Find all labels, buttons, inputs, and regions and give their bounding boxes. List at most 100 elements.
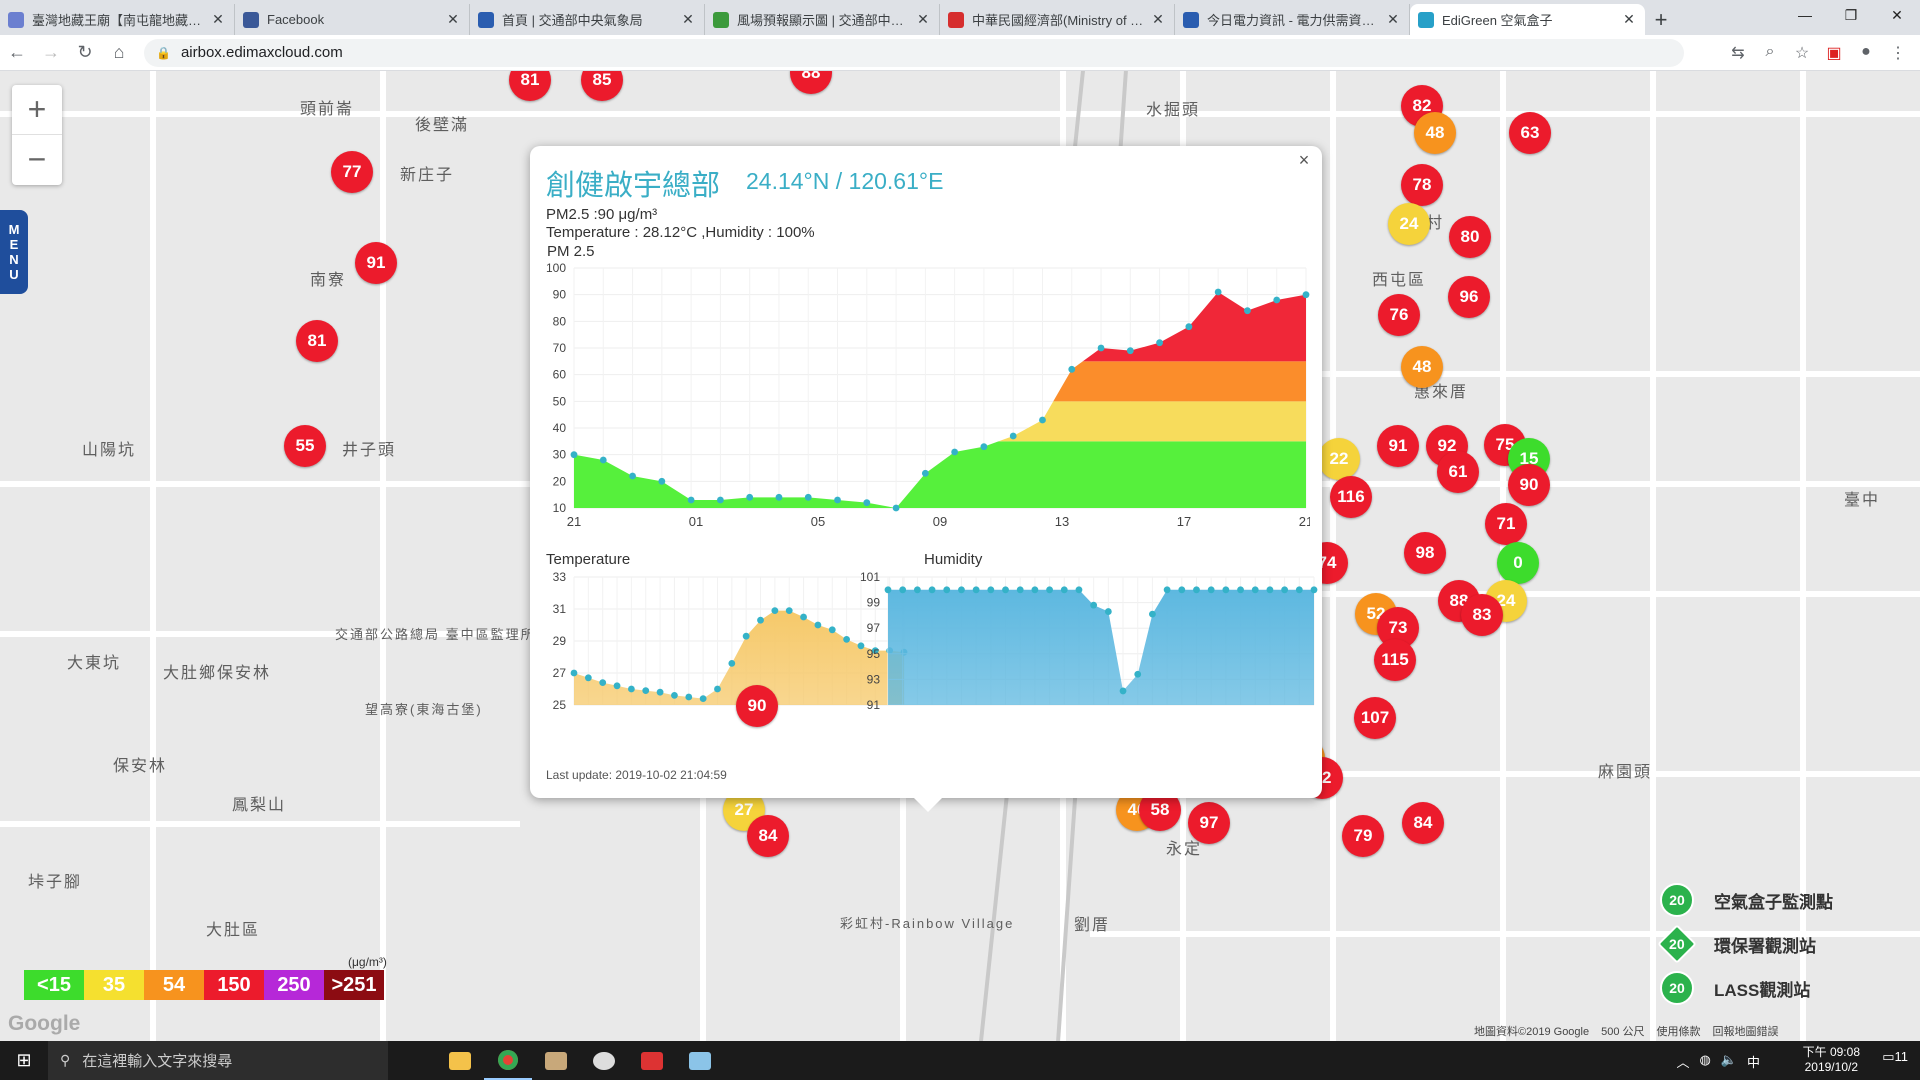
data-point (1156, 339, 1163, 347)
bookmark-star-icon[interactable]: ☆ (1794, 44, 1810, 62)
sensor-marker[interactable]: 61 (1437, 451, 1479, 493)
x-tick-label: 17 (1177, 514, 1191, 529)
tab-close-icon[interactable]: ✕ (1623, 11, 1635, 27)
forward-icon[interactable]: → (42, 42, 60, 62)
clock-date: 2019/10/2 (1804, 1060, 1858, 1074)
browser-tab[interactable]: Facebook ✕ (235, 4, 470, 35)
app-icon-3[interactable] (628, 1041, 676, 1080)
tab-close-icon[interactable]: ✕ (682, 11, 694, 27)
sensor-marker[interactable]: 85 (581, 71, 623, 101)
zoom-in-button[interactable]: + (12, 85, 62, 135)
map-place-label: 後壁滿 (415, 117, 470, 134)
restore-icon[interactable]: ❐ (1844, 7, 1858, 23)
close-window-icon[interactable]: ✕ (1891, 7, 1903, 23)
sensor-marker[interactable]: 88 (790, 71, 832, 94)
extension-icon[interactable]: ▣ (1826, 44, 1842, 62)
app-icon-4[interactable] (676, 1041, 724, 1080)
file-explorer-icon[interactable] (436, 1041, 484, 1080)
x-tick-label: 01 (689, 514, 703, 529)
profile-icon[interactable]: ● (1861, 42, 1871, 60)
selected-sensor-marker[interactable]: 90 (736, 685, 778, 727)
sensor-marker[interactable]: 77 (331, 151, 373, 193)
sensor-marker[interactable]: 63 (1509, 112, 1551, 154)
sensor-marker[interactable]: 80 (1449, 216, 1491, 258)
station-type-row[interactable]: 20 空氣盒子監測點 (1660, 878, 1833, 922)
y-tick-label: 10 (553, 501, 567, 515)
chrome-menu-icon[interactable]: ⋮ (1890, 44, 1906, 62)
browser-tab[interactable]: 臺灣地藏王廟【南屯龍地藏王廟】 ✕ (0, 4, 235, 35)
sensor-marker[interactable]: 48 (1414, 112, 1456, 154)
station-type-row[interactable]: 20 LASS觀測站 (1660, 966, 1833, 1010)
browser-tab[interactable]: 首頁 | 交通部中央氣象局 ✕ (470, 4, 705, 35)
attribution-item[interactable]: 使用條款 (1656, 1026, 1701, 1038)
map-road (150, 71, 156, 1041)
sensor-marker[interactable]: 115 (1374, 639, 1416, 681)
sensor-marker[interactable]: 84 (1402, 802, 1444, 844)
tab-close-icon[interactable]: ✕ (1387, 11, 1399, 27)
new-tab-button[interactable]: + (1654, 6, 1668, 32)
tab-close-icon[interactable]: ✕ (917, 11, 929, 27)
sensor-marker[interactable]: 0 (1497, 542, 1539, 584)
tray-chevron-icon[interactable]: ︿ (1676, 1055, 1690, 1070)
chrome-taskbar-icon[interactable] (484, 1041, 532, 1080)
data-point (1237, 586, 1244, 594)
address-bar[interactable]: 🔒 airbox.edimaxcloud.com (144, 38, 1684, 67)
sensor-marker[interactable]: 24 (1388, 203, 1430, 245)
tab-close-icon[interactable]: ✕ (212, 11, 224, 27)
y-tick-label: 31 (553, 602, 567, 616)
zoom-out-button[interactable]: − (27, 141, 47, 177)
browser-tab[interactable]: EdiGreen 空氣盒子 ✕ (1410, 4, 1645, 35)
translate-icon[interactable]: ⇆ (1731, 44, 1745, 62)
map-place-label: 望高寮(東海古堡) (365, 702, 483, 717)
sensor-marker[interactable]: 90 (1508, 464, 1550, 506)
sensor-marker[interactable]: 48 (1401, 346, 1443, 388)
sensor-marker[interactable]: 22 (1318, 438, 1360, 480)
sensor-marker[interactable]: 107 (1354, 697, 1396, 739)
browser-tab[interactable]: 風場預報顯示圖 | 交通部中央氣象局✕ (705, 4, 940, 35)
data-point (1163, 586, 1171, 594)
tab-close-icon[interactable]: ✕ (447, 11, 459, 27)
sensor-marker[interactable]: 84 (747, 815, 789, 857)
popup-close-button[interactable]: × (1298, 150, 1310, 170)
windows-start-icon[interactable]: ⊞ (16, 1050, 32, 1070)
back-icon[interactable]: ← (8, 42, 26, 62)
network-icon[interactable]: ◍ (1699, 1052, 1711, 1067)
home-icon[interactable]: ⌂ (113, 42, 125, 62)
sensor-marker[interactable]: 76 (1378, 294, 1420, 336)
map-place-label: 永定 (1166, 841, 1203, 858)
tab-close-icon[interactable]: ✕ (1152, 11, 1164, 27)
sensor-marker[interactable]: 81 (509, 71, 551, 101)
browser-tab[interactable]: 中華民國經濟部(Ministry of Economic Affairs)✕ (940, 4, 1175, 35)
sensor-marker[interactable]: 55 (284, 425, 326, 467)
attribution-item[interactable]: 回報地圖錯誤 (1712, 1026, 1779, 1038)
sensor-marker[interactable]: 91 (1377, 425, 1419, 467)
ime-indicator[interactable]: 中 (1746, 1055, 1760, 1070)
sensor-marker[interactable]: 81 (296, 320, 338, 362)
zoom-icon[interactable]: ⌕ (1765, 42, 1775, 60)
sensor-marker[interactable]: 98 (1404, 532, 1446, 574)
sensor-marker[interactable]: 78 (1401, 164, 1443, 206)
sensor-marker[interactable]: 116 (1330, 476, 1372, 518)
data-point (771, 607, 779, 614)
map-road (0, 111, 1920, 117)
map-place-label: 惠來厝 (1414, 384, 1469, 401)
taskbar-search-box[interactable]: ⚲ 在這裡輸入文字來搜尋 (48, 1041, 388, 1080)
sensor-marker[interactable]: 79 (1342, 815, 1384, 857)
volume-icon[interactable]: 🔈 (1720, 1052, 1737, 1067)
data-point (746, 493, 754, 501)
sensor-marker[interactable]: 83 (1461, 594, 1503, 636)
notification-icon[interactable]: ▭11 (1882, 1049, 1908, 1064)
sensor-marker[interactable]: 96 (1448, 276, 1490, 318)
app-icon-2[interactable] (580, 1041, 628, 1080)
reload-icon[interactable]: ↻ (77, 42, 93, 62)
minimize-icon[interactable]: — (1798, 7, 1812, 23)
data-point (1281, 586, 1289, 594)
station-type-row[interactable]: 20 環保署觀測站 (1657, 922, 1833, 966)
browser-tab[interactable]: 今日電力資訊 - 電力供需資訊 - 台電✕ (1175, 4, 1410, 35)
sensor-marker[interactable]: 91 (355, 242, 397, 284)
sensor-marker[interactable]: 71 (1485, 503, 1527, 545)
app-icon-1[interactable] (532, 1041, 580, 1080)
sensor-marker[interactable]: 97 (1188, 802, 1230, 844)
clock[interactable]: 下午 09:08 2019/10/2 (1803, 1045, 1860, 1075)
